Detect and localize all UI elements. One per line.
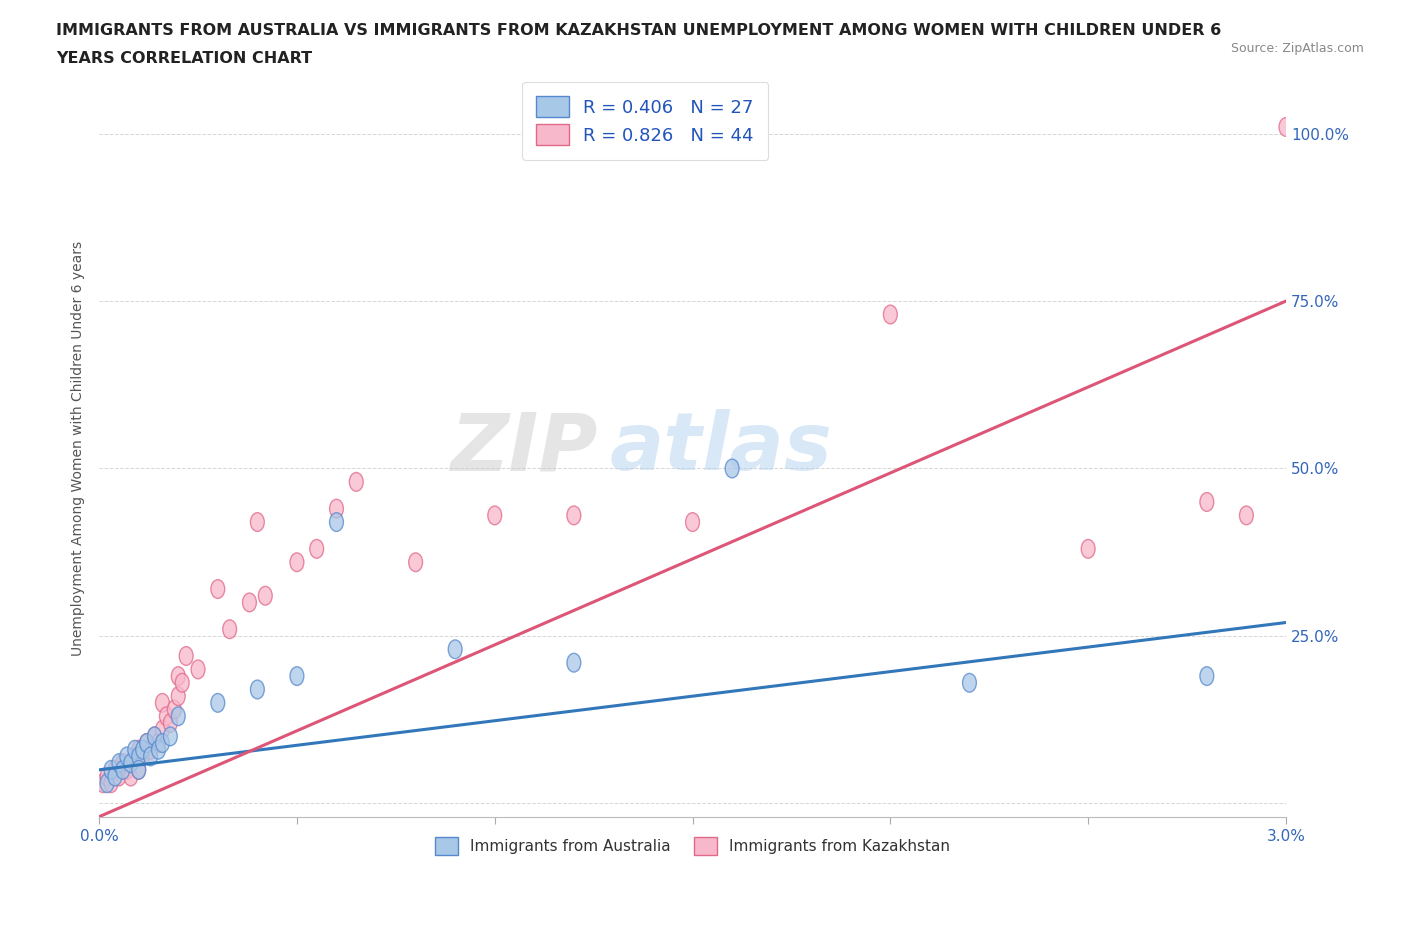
Ellipse shape — [176, 673, 190, 692]
Ellipse shape — [211, 694, 225, 712]
Ellipse shape — [329, 512, 343, 531]
Ellipse shape — [132, 761, 146, 779]
Ellipse shape — [124, 754, 138, 773]
Ellipse shape — [148, 727, 162, 746]
Ellipse shape — [132, 747, 146, 765]
Ellipse shape — [143, 747, 157, 765]
Ellipse shape — [488, 506, 502, 525]
Ellipse shape — [1240, 506, 1253, 525]
Ellipse shape — [115, 754, 129, 773]
Ellipse shape — [120, 747, 134, 765]
Ellipse shape — [120, 761, 134, 779]
Ellipse shape — [143, 740, 157, 759]
Ellipse shape — [883, 305, 897, 324]
Ellipse shape — [124, 767, 138, 786]
Ellipse shape — [725, 459, 740, 478]
Ellipse shape — [309, 539, 323, 558]
Ellipse shape — [222, 619, 236, 639]
Ellipse shape — [136, 740, 149, 759]
Ellipse shape — [152, 740, 166, 759]
Ellipse shape — [250, 680, 264, 698]
Ellipse shape — [963, 673, 976, 692]
Ellipse shape — [409, 552, 423, 572]
Ellipse shape — [100, 767, 114, 786]
Ellipse shape — [243, 593, 256, 612]
Ellipse shape — [211, 579, 225, 598]
Ellipse shape — [290, 667, 304, 685]
Ellipse shape — [1199, 667, 1213, 685]
Ellipse shape — [449, 640, 463, 658]
Ellipse shape — [567, 506, 581, 525]
Ellipse shape — [191, 660, 205, 679]
Ellipse shape — [112, 767, 125, 786]
Text: Source: ZipAtlas.com: Source: ZipAtlas.com — [1230, 42, 1364, 55]
Ellipse shape — [112, 754, 125, 773]
Ellipse shape — [156, 694, 169, 712]
Ellipse shape — [163, 727, 177, 746]
Ellipse shape — [1279, 117, 1294, 137]
Text: YEARS CORRELATION CHART: YEARS CORRELATION CHART — [56, 51, 312, 66]
Ellipse shape — [128, 747, 142, 765]
Ellipse shape — [148, 727, 162, 746]
Ellipse shape — [1081, 539, 1095, 558]
Ellipse shape — [139, 734, 153, 752]
Text: atlas: atlas — [609, 409, 832, 487]
Ellipse shape — [172, 667, 186, 685]
Ellipse shape — [136, 747, 149, 765]
Ellipse shape — [104, 761, 118, 779]
Ellipse shape — [172, 707, 186, 725]
Ellipse shape — [1199, 493, 1213, 512]
Text: ZIP: ZIP — [450, 409, 598, 487]
Ellipse shape — [167, 700, 181, 719]
Ellipse shape — [139, 734, 153, 752]
Ellipse shape — [108, 761, 122, 779]
Ellipse shape — [179, 646, 193, 665]
Ellipse shape — [132, 740, 146, 759]
Ellipse shape — [115, 761, 129, 779]
Ellipse shape — [172, 686, 186, 706]
Ellipse shape — [128, 740, 142, 759]
Ellipse shape — [329, 499, 343, 518]
Ellipse shape — [290, 552, 304, 572]
Ellipse shape — [132, 761, 146, 779]
Ellipse shape — [567, 653, 581, 672]
Y-axis label: Unemployment Among Women with Children Under 6 years: Unemployment Among Women with Children U… — [72, 241, 86, 656]
Text: IMMIGRANTS FROM AUSTRALIA VS IMMIGRANTS FROM KAZAKHSTAN UNEMPLOYMENT AMONG WOMEN: IMMIGRANTS FROM AUSTRALIA VS IMMIGRANTS … — [56, 23, 1222, 38]
Ellipse shape — [156, 720, 169, 739]
Ellipse shape — [108, 767, 122, 786]
Ellipse shape — [686, 512, 699, 531]
Legend: Immigrants from Australia, Immigrants from Kazakhstan: Immigrants from Australia, Immigrants fr… — [429, 830, 956, 860]
Ellipse shape — [159, 707, 173, 725]
Ellipse shape — [349, 472, 363, 491]
Ellipse shape — [104, 774, 118, 792]
Ellipse shape — [163, 713, 177, 732]
Ellipse shape — [259, 586, 273, 605]
Ellipse shape — [96, 774, 110, 792]
Ellipse shape — [250, 512, 264, 531]
Ellipse shape — [152, 734, 166, 752]
Ellipse shape — [156, 734, 169, 752]
Ellipse shape — [100, 774, 114, 792]
